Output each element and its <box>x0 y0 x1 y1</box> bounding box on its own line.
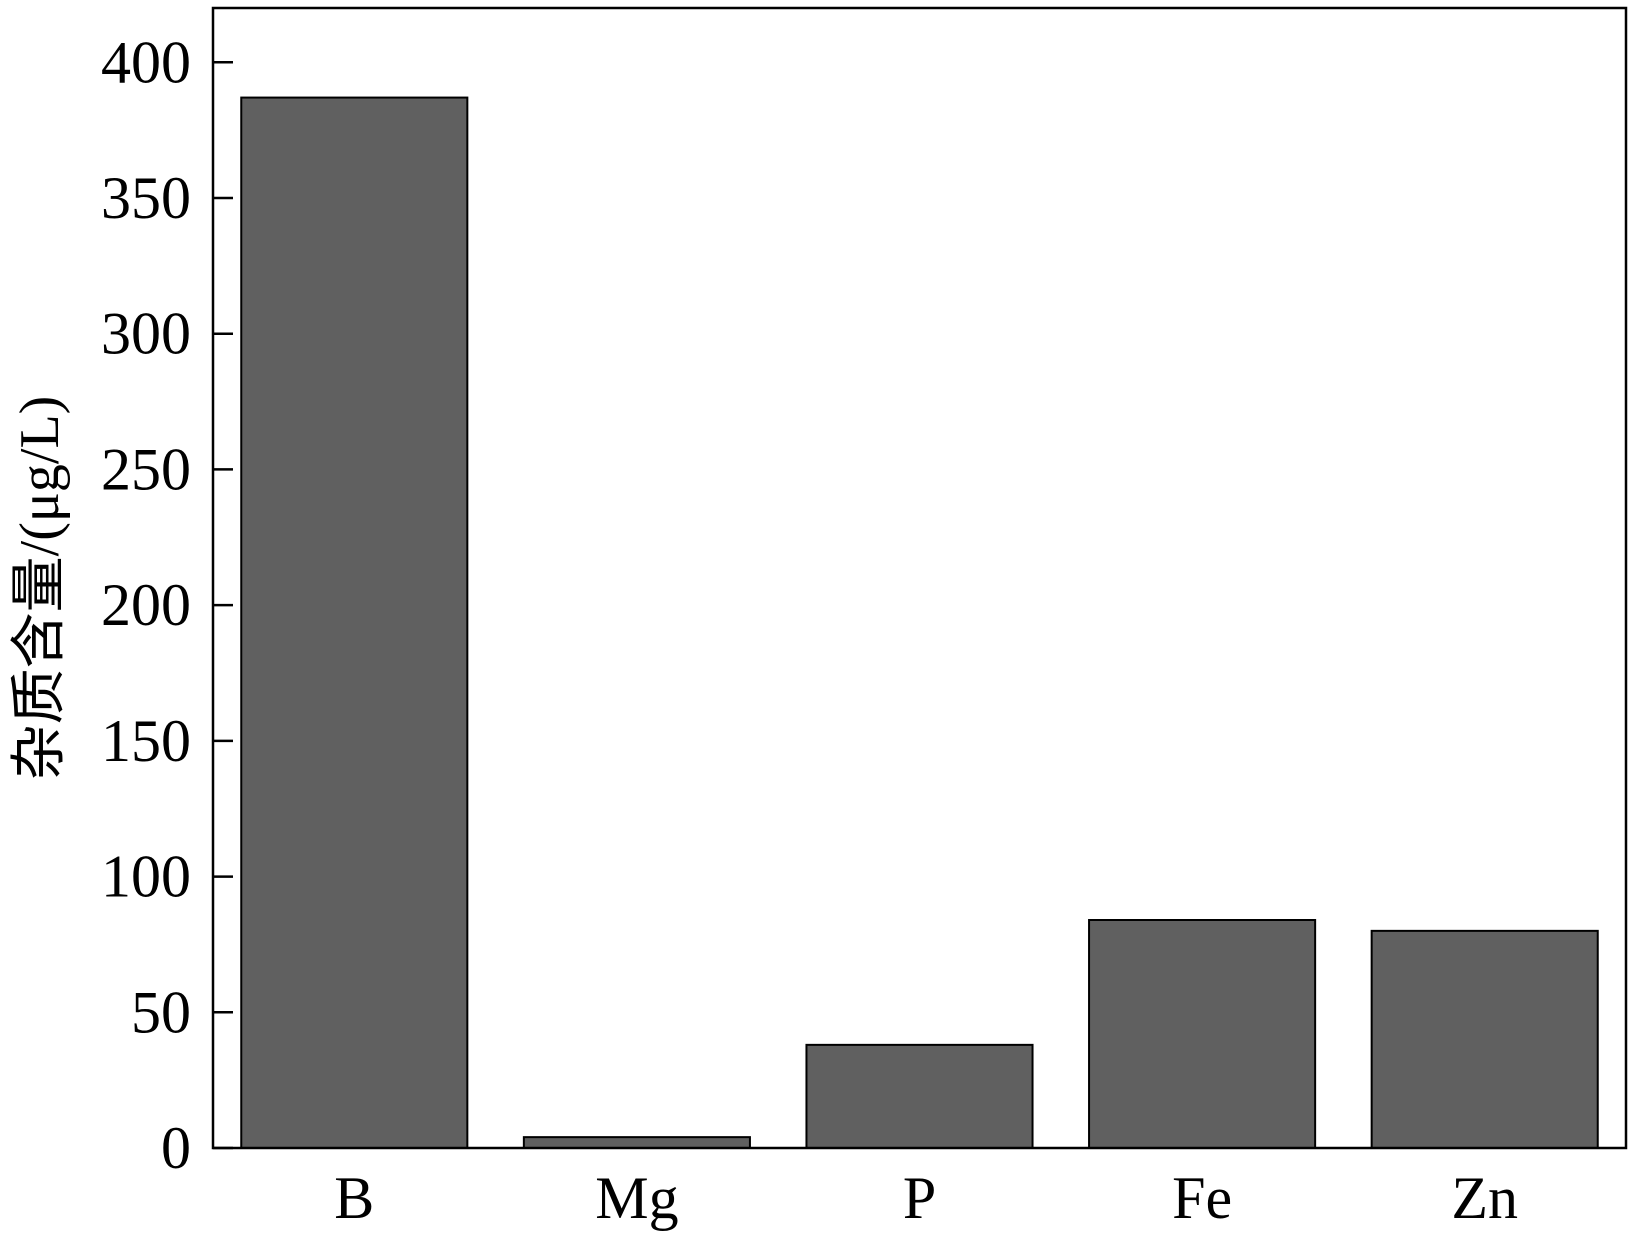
y-tick-label: 250 <box>101 436 191 502</box>
y-tick-label: 400 <box>101 29 191 95</box>
y-tick-label: 50 <box>131 979 191 1045</box>
bar-fe <box>1088 919 1317 1149</box>
y-tick-label: 300 <box>101 301 191 367</box>
y-axis-label: 杂质含量/(μg/L) <box>9 396 71 781</box>
bar-b <box>240 96 469 1150</box>
bars-layer <box>240 96 1599 1150</box>
y-tick-label: 100 <box>101 844 191 910</box>
y-tick-label: 350 <box>101 165 191 231</box>
plot-frame <box>211 6 1628 1150</box>
y-tick-label: 200 <box>101 572 191 638</box>
x-tick-label-p: P <box>903 1165 936 1231</box>
bar-zn <box>1370 929 1599 1149</box>
y-tick-label: 150 <box>101 708 191 774</box>
x-axis-ticks: B Mg P Fe Zn <box>334 1165 1518 1231</box>
y-tick-label: 0 <box>161 1115 191 1181</box>
x-tick-label-zn: Zn <box>1451 1165 1518 1231</box>
bar-p <box>805 1043 1034 1150</box>
x-tick-label-mg: Mg <box>595 1165 678 1231</box>
bar-mg <box>522 1136 751 1149</box>
x-tick-label-b: B <box>334 1165 374 1231</box>
x-tick-label-fe: Fe <box>1172 1165 1232 1231</box>
y-axis-ticks: 0 50 100 150 200 250 300 350 400 <box>101 29 233 1181</box>
